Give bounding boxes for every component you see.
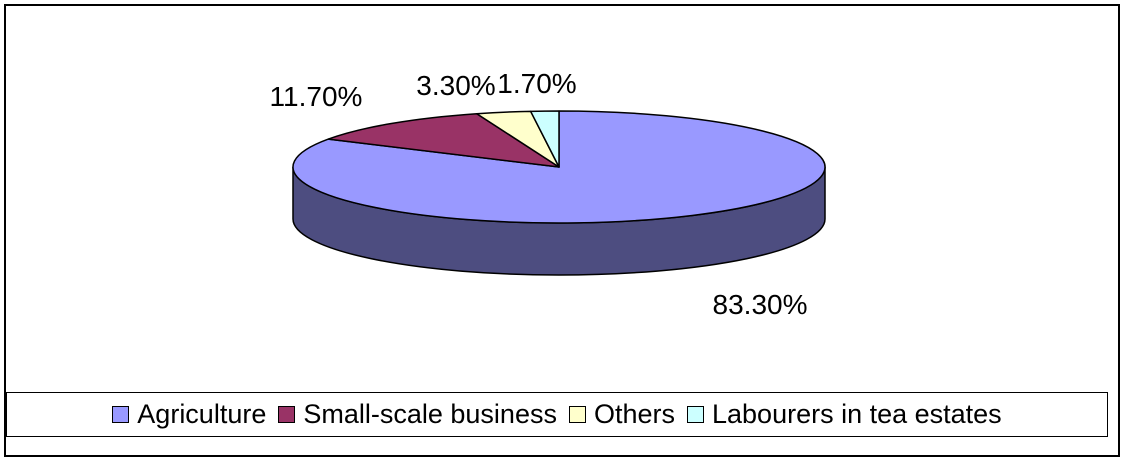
- pie-top: [292, 110, 826, 224]
- data-label-small-scale-business: 11.70%: [270, 81, 363, 112]
- data-label-labourers-in-tea-estates: 1.70%: [497, 68, 576, 99]
- pie-slice-small-scale-business: [327, 112, 560, 168]
- data-label-others: 3.30%: [416, 70, 495, 101]
- legend-label: Small-scale business: [303, 399, 557, 429]
- legend-swatch: [568, 406, 586, 423]
- legend-item-labourers: Labourers in tea estates: [687, 399, 1002, 430]
- legend-label: Labourers in tea estates: [712, 399, 1002, 429]
- legend-label: Agriculture: [137, 399, 267, 429]
- pie-labels: 83.30% 11.70% 3.30% 1.70%: [270, 68, 808, 320]
- legend-item-small-scale-business: Small-scale business: [278, 399, 557, 430]
- data-label-agriculture: 83.30%: [713, 289, 808, 320]
- legend-item-others: Others: [568, 399, 675, 430]
- legend-swatch: [112, 406, 130, 423]
- pie-slice-labourers-in-tea-estates: [529, 110, 560, 168]
- legend-swatch: [278, 406, 296, 423]
- legend-item-agriculture: Agriculture: [112, 399, 266, 430]
- legend: Agriculture Small-scale business Others …: [6, 392, 1108, 437]
- legend-swatch: [687, 406, 704, 423]
- legend-label: Others: [593, 399, 675, 429]
